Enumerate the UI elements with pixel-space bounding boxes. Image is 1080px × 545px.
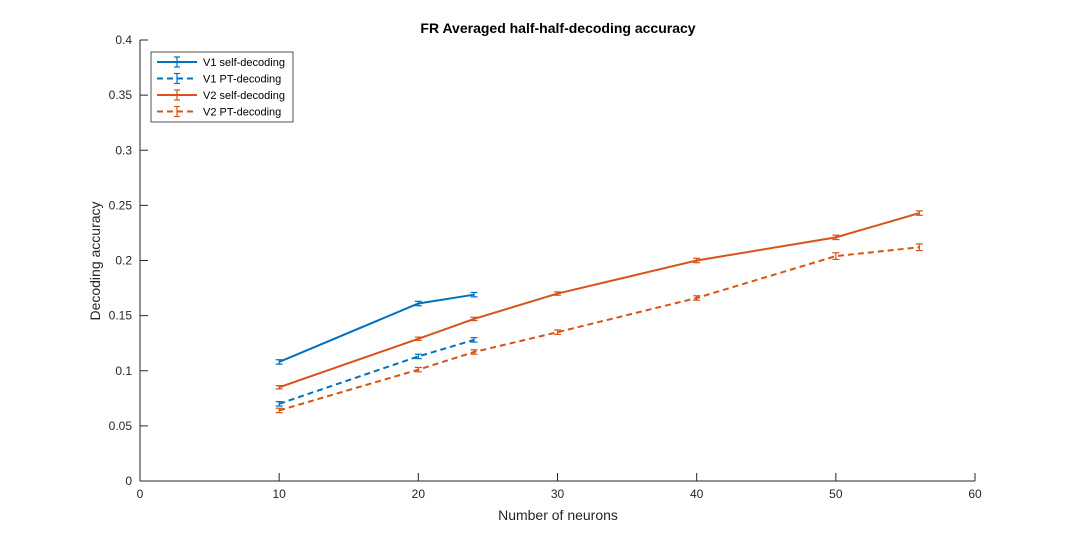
legend-label: V1 self-decoding [203,57,285,69]
error-bar [693,295,701,301]
x-tick-label: 40 [690,487,704,501]
legend-item: V2 self-decoding [157,89,285,102]
y-tick-label: 0.25 [109,198,133,212]
x-tick-label: 60 [968,487,982,501]
error-bar [693,257,701,264]
y-tick-label: 0.3 [115,143,132,157]
error-bar [414,336,422,342]
error-bar [832,234,840,241]
error-bar [554,329,561,335]
error-bar [915,243,923,252]
series-v2-self-decoding [275,210,923,390]
chart-title: FR Averaged half-half-decoding accuracy [420,20,695,36]
series-v1-self-decoding [275,291,478,365]
error-bar [832,252,840,260]
error-bar [275,385,283,390]
legend-item: V2 PT-decoding [157,105,281,119]
legend-label: V2 PT-decoding [203,107,281,119]
error-bar [470,291,478,298]
y-tick-label: 0.05 [109,419,133,433]
y-tick-label: 0.15 [109,309,133,323]
error-bar [414,366,422,373]
y-axis-label: Decoding accuracy [87,201,103,320]
legend-item: V1 self-decoding [157,56,285,69]
error-bar [470,349,478,355]
error-bar [414,300,422,307]
x-tick-label: 50 [829,487,843,501]
legend-label: V1 PT-decoding [203,74,281,86]
y-tick-label: 0.1 [115,364,132,378]
series-v2-pt-decoding [275,243,923,414]
legend-box [150,51,294,123]
error-bar [414,353,422,360]
error-bar [275,401,283,407]
series-line [278,338,475,405]
y-tick-label: 0 [125,474,132,488]
y-tick-label: 0.35 [109,88,133,102]
legend-item: V1 PT-decoding [157,72,281,86]
error-bar [275,359,283,365]
y-tick-label: 0.4 [115,33,132,47]
error-bar [554,291,561,296]
error-bar [470,337,478,343]
error-bar [275,407,283,414]
legend-label: V2 self-decoding [203,90,285,102]
legend: V1 self-decoding V1 PT-decoding V2 self-de… [150,51,294,123]
x-tick-label: 0 [137,487,144,501]
error-bar [470,316,478,322]
plot-area [275,210,923,414]
series-v1-pt-decoding [275,337,478,407]
x-tick-label: 10 [272,487,286,501]
y-tick-label: 0.2 [115,254,132,268]
x-tick-label: 20 [412,487,426,501]
error-bar [915,210,923,216]
x-axis-label: Number of neurons [498,507,618,523]
x-tick-label: 30 [551,487,565,501]
